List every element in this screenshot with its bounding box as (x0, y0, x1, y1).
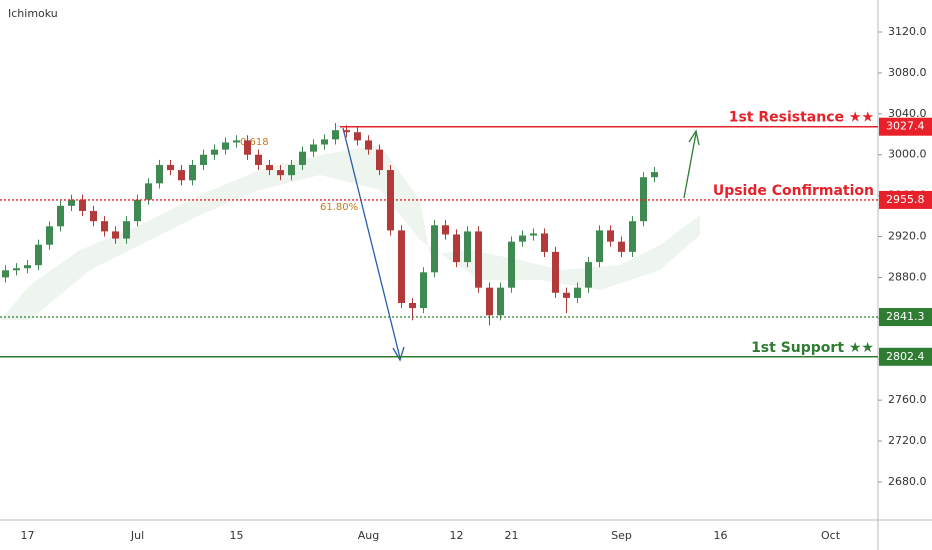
candle-body (585, 262, 592, 288)
y-tick-label: 2760.0 (888, 393, 927, 406)
x-tick-label: Oct (821, 529, 841, 542)
level-label: Upside Confirmation (713, 183, 874, 199)
candle-body (200, 154, 207, 165)
x-tick-label: Aug (358, 529, 379, 542)
y-tick-label: 3000.0 (888, 148, 927, 161)
candle-body (640, 177, 647, 222)
candle-body (343, 130, 350, 133)
candle-body (552, 251, 559, 293)
candle-body (332, 130, 339, 140)
candle-body (398, 230, 405, 304)
candle-body (189, 164, 196, 181)
price-tag (879, 117, 932, 136)
y-tick-label: 3120.0 (888, 25, 927, 38)
candle-body (2, 270, 9, 278)
candle-body (508, 241, 515, 288)
candle-body (134, 199, 141, 222)
candle-body (497, 287, 504, 316)
candle-body (156, 164, 163, 184)
candle-body (563, 292, 570, 298)
x-tick-label: Sep (611, 529, 632, 542)
candle-body (244, 140, 251, 155)
candle-body (607, 230, 614, 242)
candle-body (541, 233, 548, 252)
y-tick-label: 2680.0 (888, 475, 927, 488)
candle-body (365, 140, 372, 150)
candle-body (651, 172, 658, 178)
rise-arrow-head (688, 129, 700, 146)
x-tick-label: 12 (450, 529, 464, 542)
candle-body (101, 221, 108, 232)
candle-body (596, 230, 603, 263)
drop-arrow-head (392, 346, 405, 362)
candle-body (453, 234, 460, 263)
candle-body (57, 205, 64, 227)
rise-arrow (683, 132, 697, 199)
candle-body (475, 231, 482, 288)
candle-body (431, 225, 438, 273)
candle-body (376, 149, 383, 171)
y-tick-label: 2920.0 (888, 230, 927, 243)
candle-body (112, 231, 119, 239)
x-tick-label: 21 (505, 529, 519, 542)
candle-body (211, 149, 218, 155)
candle-body (519, 235, 526, 242)
candle-body (310, 144, 317, 152)
y-tick-label: 3040.0 (888, 107, 927, 120)
candle-body (420, 272, 427, 309)
x-tick-label: 17 (21, 529, 35, 542)
price-tag-label: 3027.4 (886, 120, 925, 133)
x-tick-label: Jul (130, 529, 144, 542)
candle-body (178, 170, 185, 181)
candle-body (464, 231, 471, 263)
candle-body (618, 241, 625, 252)
price-tag-label: 2841.3 (886, 310, 925, 323)
candle-body (90, 210, 97, 222)
level-label: 1st Support ★★ (751, 340, 874, 356)
candle-body (530, 233, 537, 236)
candle-body (288, 164, 295, 176)
candle-body (123, 221, 130, 239)
y-tick-label: 3080.0 (888, 66, 927, 79)
candle-body (13, 268, 20, 271)
candle-body (222, 142, 229, 150)
price-tag-label: 2802.4 (886, 350, 925, 363)
price-tag-label: 2955.8 (886, 193, 925, 206)
y-tick-label: 2880.0 (888, 270, 927, 283)
candle-body (145, 183, 152, 200)
candle-body (387, 170, 394, 231)
candle-body (255, 154, 262, 165)
y-tick-label: 2720.0 (888, 434, 927, 447)
candle-body (321, 139, 328, 145)
price-tag (879, 190, 932, 209)
candle-body (354, 132, 361, 141)
level-label: 1st Resistance ★★ (729, 110, 874, 126)
indicator-label: Ichimoku (8, 7, 58, 20)
candle-body (299, 151, 306, 165)
candle-body (35, 244, 42, 266)
candle-body (266, 164, 273, 171)
price-tag (879, 308, 932, 327)
candle-body (68, 199, 75, 206)
candle-body (79, 199, 86, 211)
candle-body (167, 164, 174, 171)
x-tick-label: 16 (714, 529, 728, 542)
fib-label: 61.80% (320, 202, 358, 213)
price-tag (879, 347, 932, 366)
candle-body (442, 225, 449, 235)
candle-body (46, 226, 53, 245)
ichimoku-cloud (0, 145, 700, 320)
candle-body (574, 287, 581, 298)
candle-body (24, 265, 31, 269)
fib-label: 0.618 (240, 137, 269, 148)
candle-body (629, 221, 636, 252)
candle-body (233, 140, 240, 143)
x-tick-label: 15 (230, 529, 244, 542)
candle-body (486, 287, 493, 316)
drop-arrow (342, 127, 401, 359)
candle-body (277, 170, 284, 176)
candle-body (409, 303, 416, 309)
